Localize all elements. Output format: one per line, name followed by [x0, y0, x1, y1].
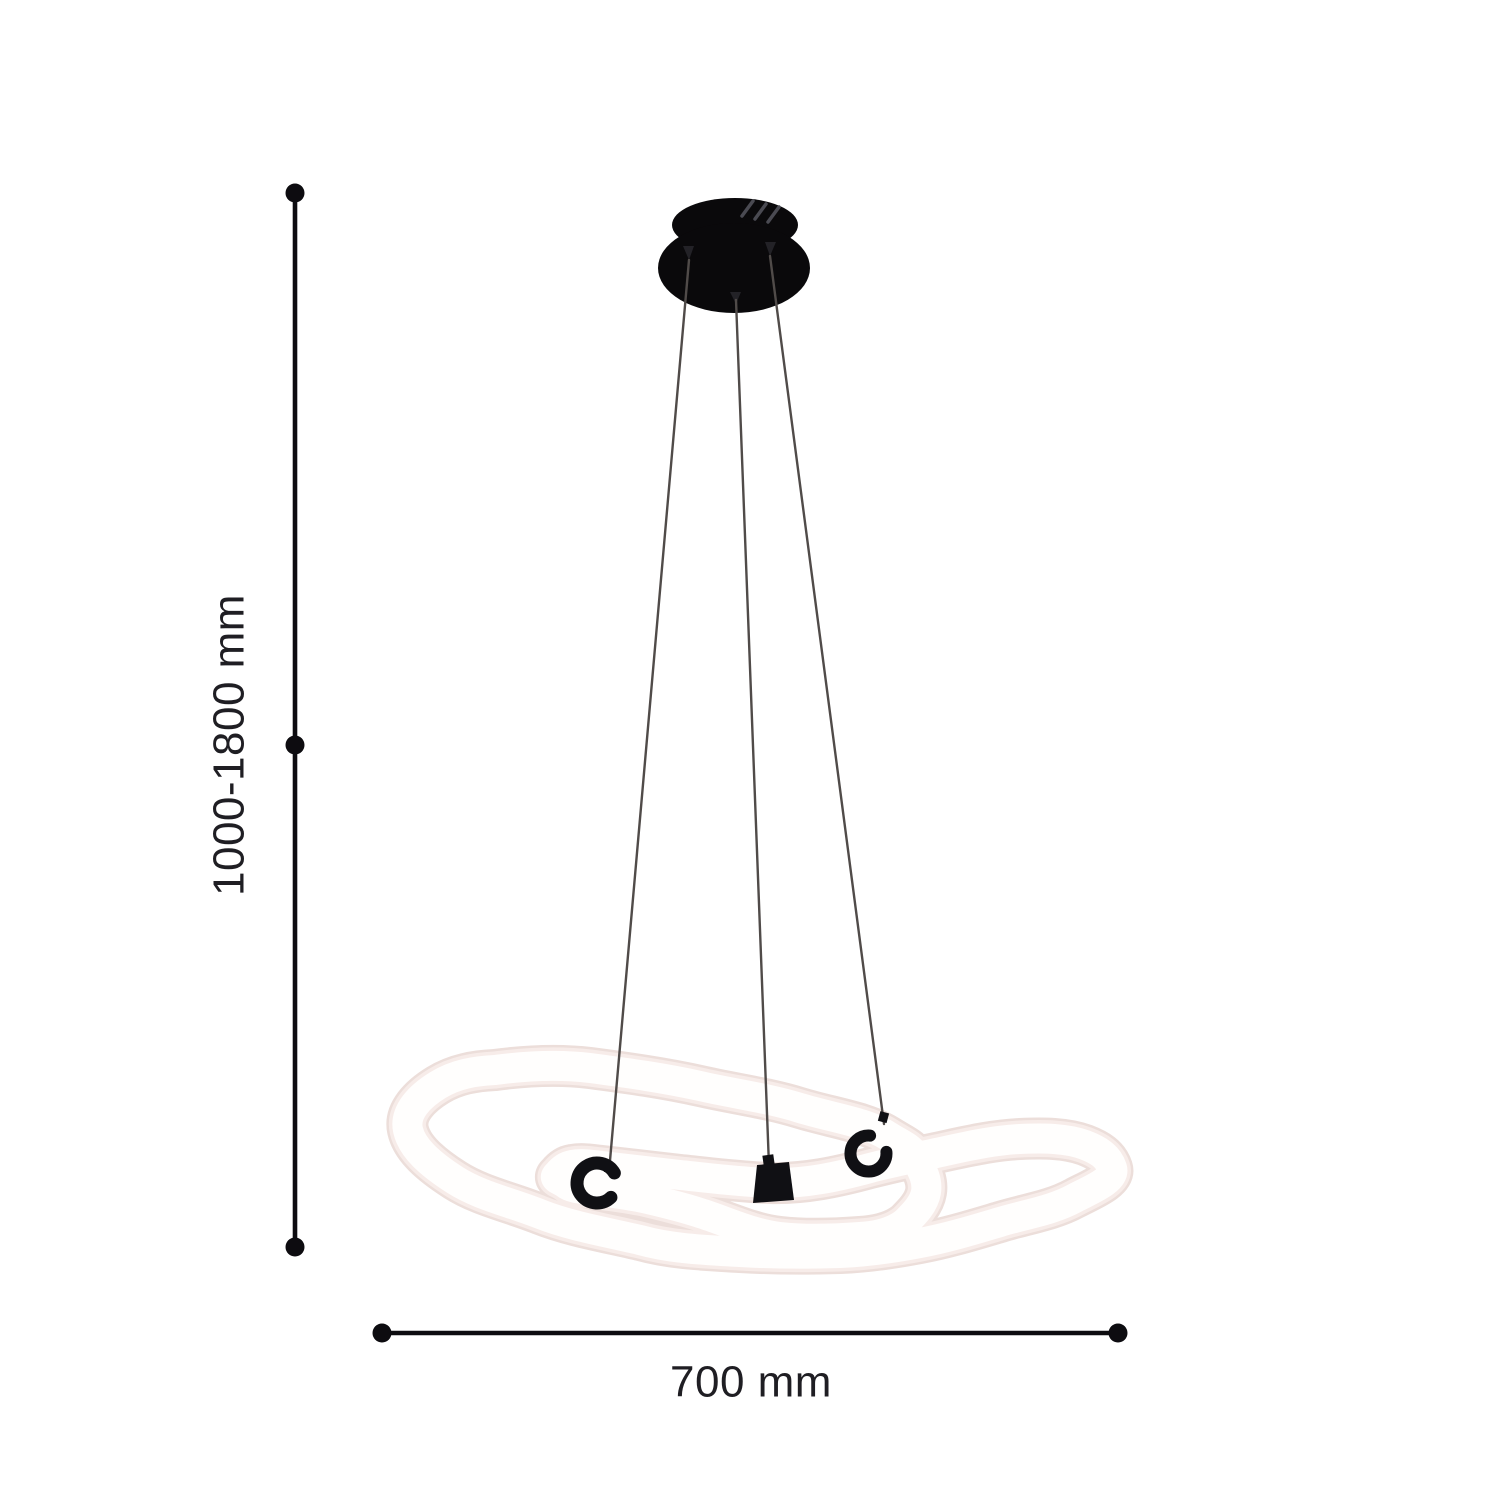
height-dimension-dot-middle: [285, 735, 305, 755]
canopy-wire-cones: [683, 242, 776, 304]
lamp-tube: [386, 1044, 1134, 1275]
clamp-right: [844, 1129, 893, 1178]
clamp-right-nub: [877, 1111, 890, 1124]
tube-core: [392, 1050, 1128, 1269]
width-dimension-label: 700 mm: [670, 1357, 832, 1406]
height-dimension-dot-top: [285, 183, 305, 203]
clamp-middle-nub: [762, 1154, 775, 1167]
wire-left: [607, 258, 691, 1174]
width-dimension: 700 mm: [372, 1323, 1128, 1406]
suspension-wires: [607, 254, 886, 1174]
clamp-middle: [753, 1162, 794, 1203]
height-dimension-label: 1000-1800 mm: [204, 594, 253, 896]
height-dimension: 1000-1800 mm: [204, 183, 305, 1257]
tube-clamps: [570, 1111, 893, 1210]
width-dimension-dot-right: [1108, 1323, 1128, 1343]
width-dimension-dot-left: [372, 1323, 392, 1343]
height-dimension-dot-bottom: [285, 1237, 305, 1257]
ceiling-canopy: [658, 198, 810, 313]
wire-middle: [734, 298, 771, 1168]
canopy-highlight: [740, 199, 781, 224]
clamp-left: [570, 1156, 621, 1210]
wire-right: [768, 254, 886, 1126]
